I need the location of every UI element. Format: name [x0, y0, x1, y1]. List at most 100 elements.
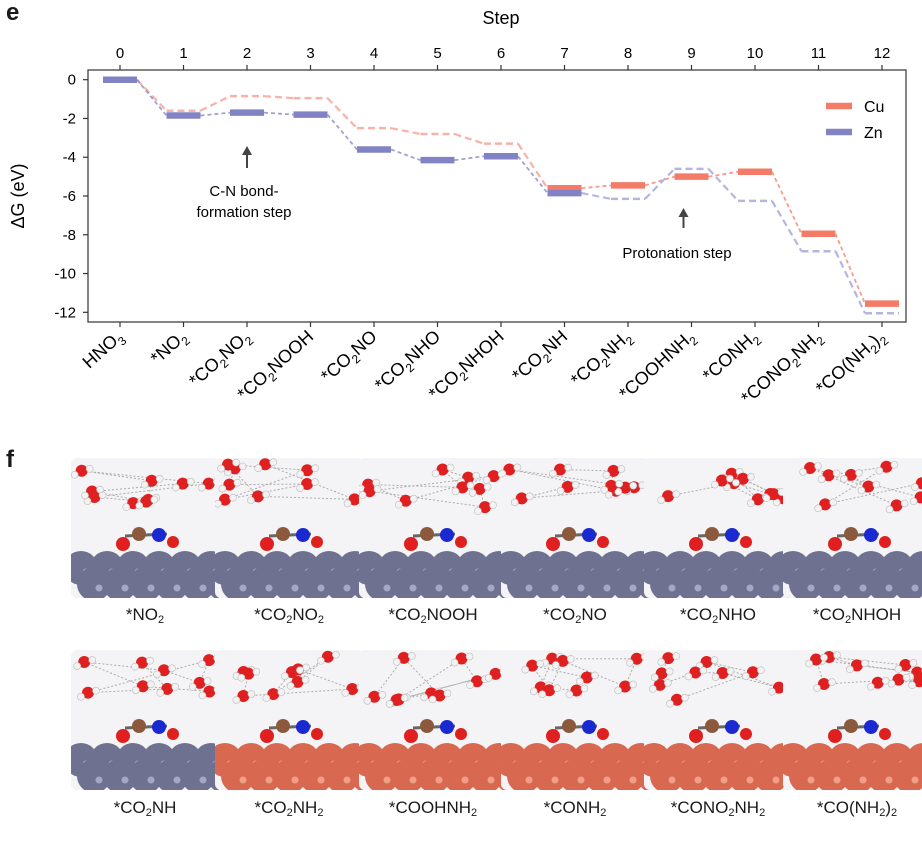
hydrogen-atom — [92, 686, 100, 695]
hydrogen-atom — [296, 666, 304, 674]
surface-highlight — [859, 584, 867, 592]
y-tick-label: 0 — [68, 72, 76, 89]
surface-highlight — [409, 584, 417, 592]
surface-highlight — [317, 584, 325, 592]
surface-highlight — [694, 776, 702, 784]
oxygen-atom — [291, 675, 304, 688]
oxygen-atom — [161, 682, 174, 695]
surface-atom — [754, 759, 788, 790]
carbon-atom — [132, 527, 146, 541]
hydrogen-atom — [549, 469, 557, 478]
surface-atom — [299, 567, 333, 598]
nitrogen-atom — [440, 528, 454, 542]
structure-image — [359, 458, 507, 598]
hydrogen-atom — [281, 672, 289, 680]
surface-highlight — [629, 584, 637, 592]
surface-highlight — [265, 584, 273, 592]
surface-atom — [247, 567, 281, 598]
oxygen-atom — [879, 536, 891, 548]
structure-image — [501, 650, 649, 790]
oxygen-atom — [363, 485, 376, 498]
surface-highlight — [833, 584, 841, 592]
connector-zn — [771, 200, 803, 252]
surface-atom — [702, 567, 736, 598]
oxygen-atom — [700, 656, 713, 669]
oxygen-atom — [116, 537, 130, 551]
oxygen-atom — [462, 471, 475, 484]
surface-highlight — [147, 776, 155, 784]
surface-atom — [867, 759, 901, 790]
hydrogen-atom — [96, 485, 104, 494]
y-axis-label: ΔG (eV) — [8, 163, 28, 228]
surface-atom — [611, 567, 645, 598]
structure-image — [501, 458, 649, 598]
surface-highlight — [461, 776, 469, 784]
hbond — [398, 658, 462, 700]
hydrogen-atom — [450, 658, 459, 667]
structure-image — [783, 458, 922, 598]
surface-atom — [533, 567, 567, 598]
hydrogen-atom — [911, 483, 919, 492]
hydrogen-atom — [302, 663, 310, 672]
surface-highlight — [265, 776, 273, 784]
nitrogen-atom — [725, 528, 739, 542]
hydrogen-atom — [538, 690, 546, 699]
top-tick-label: 8 — [624, 45, 632, 62]
oxygen-atom — [689, 537, 703, 551]
nitrogen-atom — [296, 720, 310, 734]
oxygen-atom — [404, 729, 418, 743]
annotation-arrowhead — [242, 146, 252, 155]
hydrogen-atom — [580, 684, 589, 693]
y-tick-label: -12 — [54, 304, 76, 321]
hydrogen-atom — [400, 694, 409, 702]
oxygen-atom — [899, 658, 912, 671]
surface-atom — [507, 759, 541, 790]
oxygen-atom — [436, 463, 449, 476]
structure-label: *COOHNH2 — [388, 798, 478, 819]
oxygen-atom — [880, 460, 893, 473]
surface-atom — [533, 759, 567, 790]
surface-atom — [841, 567, 875, 598]
surface-atom — [247, 759, 281, 790]
hydrogen-atom — [420, 693, 428, 702]
structure-label: *CO(NH2)2 — [816, 798, 898, 819]
annotation-protonation: Protonation step — [622, 208, 732, 262]
hydrogen-atom — [341, 689, 350, 697]
surface-atom — [365, 567, 399, 598]
surface-atom — [365, 759, 399, 790]
surface-highlight — [668, 776, 676, 784]
hydrogen-atom — [311, 464, 320, 472]
hydrogen-atom — [296, 484, 304, 492]
oxygen-atom — [176, 477, 189, 490]
annotation-text: formation step — [196, 204, 291, 221]
hydrogen-atom — [483, 483, 492, 491]
oxygen-atom — [311, 728, 323, 740]
oxygen-atom — [251, 490, 264, 503]
oxygen-atom — [203, 685, 216, 698]
hydrogen-atom — [571, 481, 580, 489]
structure-image — [71, 458, 219, 598]
hbond — [227, 464, 259, 497]
oxygen-atom — [570, 684, 583, 697]
hydrogen-atom — [237, 673, 246, 682]
carbon-atom — [844, 527, 858, 541]
surface-highlight — [487, 584, 495, 592]
hydrogen-atom — [466, 481, 475, 490]
structure-label: *NO2 — [125, 605, 165, 626]
surface-atom — [155, 759, 189, 790]
hydrogen-atom — [529, 687, 538, 696]
hbond — [479, 488, 486, 508]
oxygen-atom — [890, 499, 903, 512]
connector-cu — [834, 233, 866, 304]
hydrogen-atom — [832, 469, 841, 478]
surface-atom — [585, 567, 619, 598]
connector-cu — [200, 95, 231, 112]
hydrogen-atom — [385, 700, 394, 708]
hydrogen-atom — [846, 665, 854, 674]
hydrogen-atom — [247, 690, 256, 698]
surface-atom — [919, 574, 922, 594]
y-tick-label: -2 — [63, 110, 76, 127]
oxygen-atom — [399, 494, 412, 507]
hydrogen-atom — [510, 498, 519, 507]
hydrogen-atom — [311, 478, 319, 486]
